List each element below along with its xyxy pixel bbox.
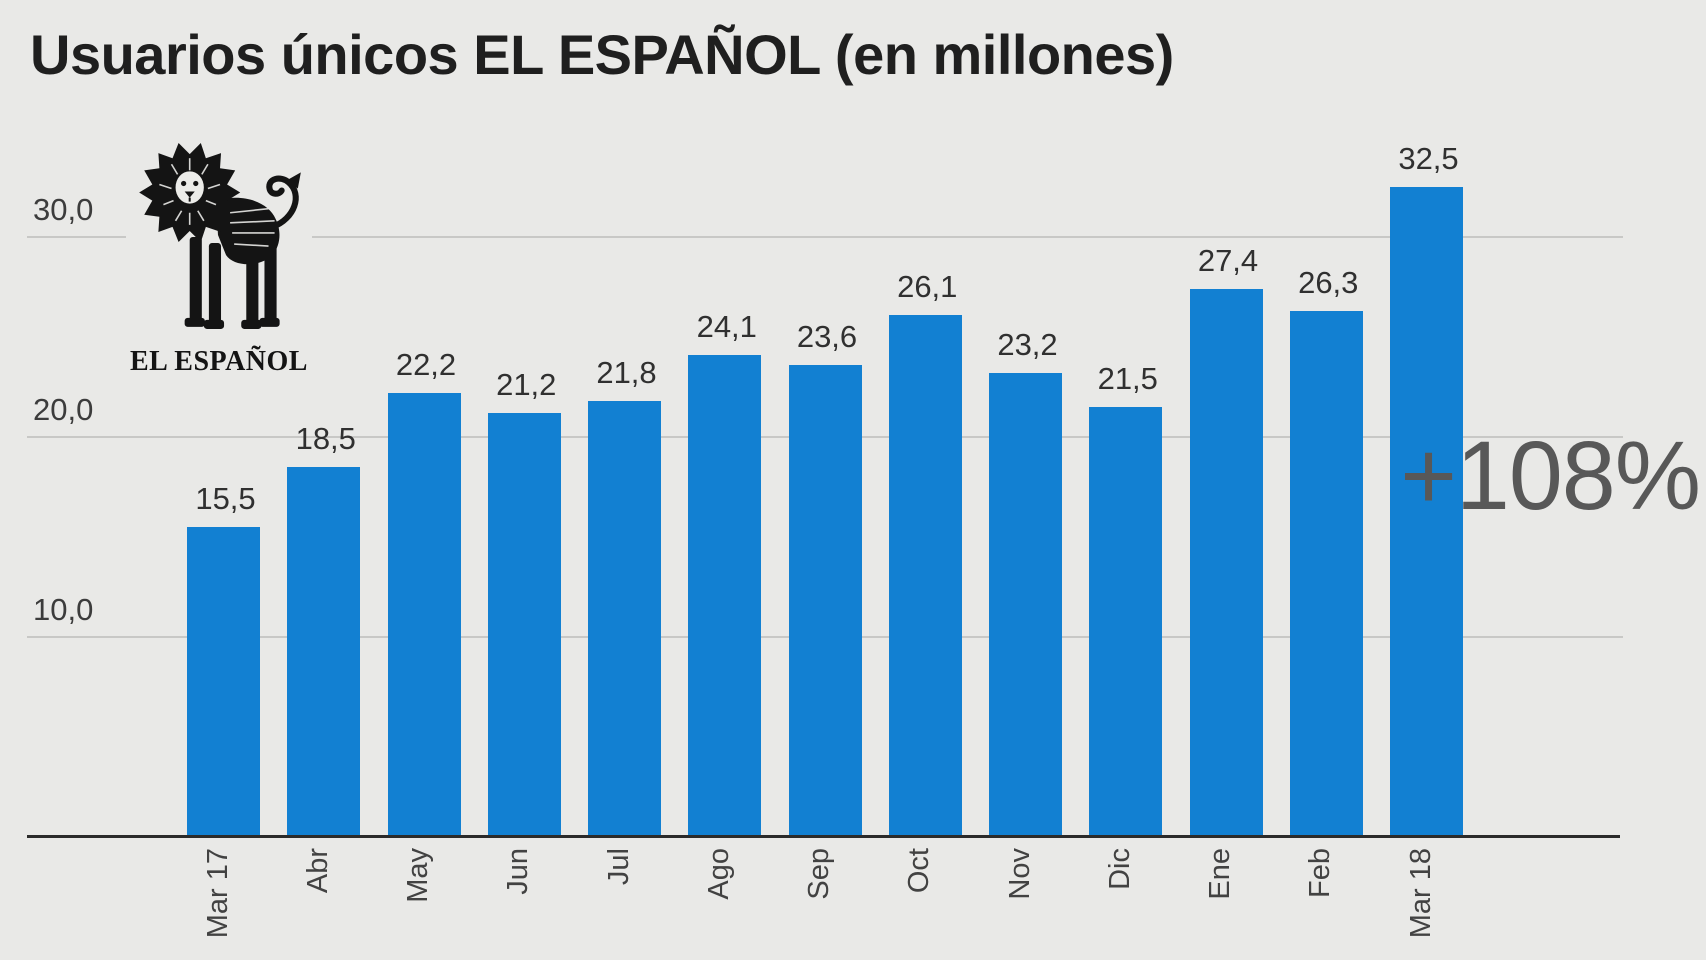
gridline-30,0 xyxy=(27,236,1623,238)
bar-value-label: 23,2 xyxy=(997,327,1058,362)
x-axis-label: Mar 18 xyxy=(1404,848,1437,939)
bar-ene xyxy=(1189,289,1263,835)
x-axis-label: Feb xyxy=(1304,848,1337,898)
x-axis-label: Jul xyxy=(602,848,635,886)
x-axis-label: Sep xyxy=(803,848,835,900)
y-axis-tick-label: 10,0 xyxy=(33,592,94,627)
x-axis-label: Ago xyxy=(702,848,735,900)
bar-value-label: 23,6 xyxy=(796,319,858,354)
chart-title: Usuarios únicos EL ESPAÑOL (en millones) xyxy=(30,23,1174,86)
bar-value-label: 22,2 xyxy=(395,347,457,382)
x-axis-label: Abr xyxy=(301,848,334,894)
bar-dic xyxy=(1089,407,1163,835)
bar-value-label: 15,5 xyxy=(195,481,256,516)
bar-value-label: 26,3 xyxy=(1298,265,1359,300)
bar-value-label: 24,1 xyxy=(696,309,757,344)
bar-abr xyxy=(287,467,361,835)
lion-icon xyxy=(139,143,301,329)
bar-jul xyxy=(588,401,661,835)
el-espanol-logo: EL ESPAÑOL xyxy=(126,140,312,378)
x-axis-label: May xyxy=(402,848,434,903)
x-axis-label: Ene xyxy=(1204,848,1236,900)
bar-value-label: 32,5 xyxy=(1398,141,1459,176)
bar-ago xyxy=(688,355,762,835)
x-axis-line xyxy=(27,835,1620,838)
bar-feb xyxy=(1289,311,1363,835)
bar-value-label: 21,2 xyxy=(496,367,557,402)
bar-mar-18 xyxy=(1390,187,1463,835)
bar-value-label: 26,1 xyxy=(897,269,958,304)
bar-oct xyxy=(888,315,962,835)
bar-may xyxy=(387,393,461,835)
bar-value-label: 18,5 xyxy=(295,421,356,456)
bar-value-label: 27,4 xyxy=(1197,243,1259,278)
bar-value-label: 21,8 xyxy=(596,355,657,390)
bar-value-label: 21,5 xyxy=(1097,361,1158,396)
x-axis-label: Jun xyxy=(502,848,535,895)
x-axis-label: Dic xyxy=(1103,848,1136,890)
bar-jun xyxy=(487,413,561,835)
el-espanol-logo-text: EL ESPAÑOL xyxy=(130,346,308,377)
y-axis-tick-label: 30,0 xyxy=(33,192,94,227)
growth-annotation: +108% xyxy=(1400,421,1701,530)
x-axis-label: Nov xyxy=(1003,848,1036,900)
bar-mar-17 xyxy=(187,527,260,835)
bar-sep xyxy=(788,365,862,835)
x-axis-label: Mar 17 xyxy=(201,848,234,939)
x-axis-label: Oct xyxy=(903,848,936,894)
y-axis-tick-label: 20,0 xyxy=(33,392,94,427)
bar-nov xyxy=(989,373,1062,835)
